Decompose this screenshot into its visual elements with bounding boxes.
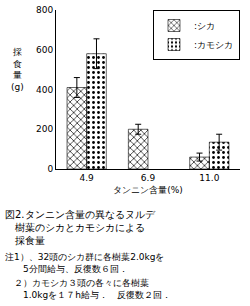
svg-text:２）カモシカ３頭の各々に各樹葉 1.0kgを１７h給与．: ２）カモシカ３頭の各々に各樹葉 1.0kgを１７h給与． 反復数２回． [5,278,171,300]
svg-text:4.9: 4.9 [80,173,95,183]
svg-text:採食量(g): 採食量(g) [11,47,24,92]
svg-text:600: 600 [36,45,53,55]
svg-text:11.0: 11.0 [199,173,219,183]
svg-text::シカ: :シカ [194,21,215,31]
svg-text:200: 200 [36,124,53,134]
svg-text::カモシカ: :カモシカ [194,40,233,50]
svg-text:800: 800 [36,5,53,15]
svg-text:図2.タンニン含量の異なるヌルデ 樹葉のシカとカモシカによる: 図2.タンニン含量の異なるヌルデ 樹葉のシカとカモシカによる 採食量 [5,209,156,246]
svg-text:6.9: 6.9 [141,173,156,183]
svg-text:注1）、32頭のシカ群に各樹葉2.0kgを 5分間給与、反: 注1）、32頭のシカ群に各樹葉2.0kgを 5分間給与、反復数６回． [5,252,164,274]
svg-text:0: 0 [47,164,53,174]
svg-text:400: 400 [36,85,53,95]
svg-text:タンニン含量(%): タンニン含量(%) [113,185,183,195]
